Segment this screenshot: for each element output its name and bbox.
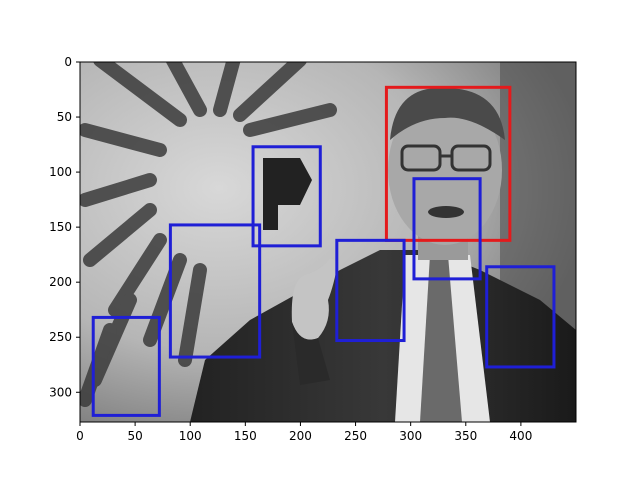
x-tick-label: 0 [76,429,84,443]
detection-bounding-box-1 [251,145,322,248]
x-tick-label: 300 [399,429,422,443]
y-tick-label: 300 [49,385,72,399]
y-tick-label: 250 [49,330,72,344]
y-tick-label: 200 [49,275,72,289]
y-tick-label: 50 [57,110,72,124]
x-tick-label: 50 [127,429,142,443]
detection-bounding-box-6 [91,315,161,417]
face-bounding-box [384,85,512,242]
detection-bounding-box-3 [168,223,262,359]
y-tick-label: 0 [64,55,72,69]
y-tick-label: 150 [49,220,72,234]
y-tick-label: 100 [49,165,72,179]
x-tick-label: 100 [179,429,202,443]
photo [80,62,576,422]
x-tick-label: 350 [454,429,477,443]
x-tick-label: 250 [344,429,367,443]
x-tick-label: 200 [289,429,312,443]
detection-bounding-box-2 [412,177,482,281]
x-tick-label: 400 [509,429,532,443]
detection-bounding-box-5 [485,265,556,369]
axes-frame [79,61,577,423]
detection-bounding-box-4 [335,238,406,343]
x-axis: 0 50 100 150 200 250 300 350 400 [76,422,532,443]
x-tick-label: 150 [234,429,257,443]
y-axis: 0 50 100 150 200 250 300 [49,55,80,399]
bounding-boxes [91,85,556,417]
